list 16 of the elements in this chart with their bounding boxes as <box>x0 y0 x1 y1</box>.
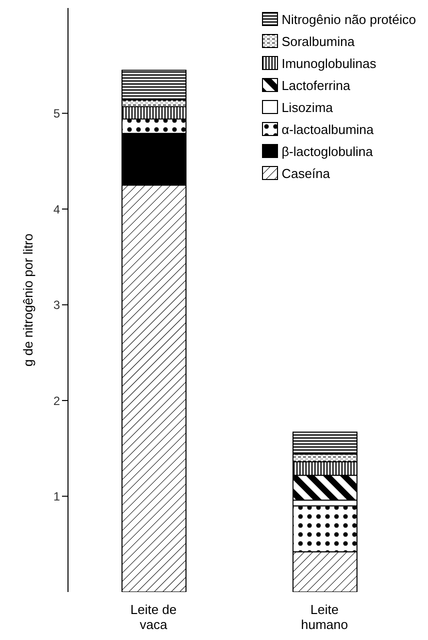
y-tick-label: 4 <box>53 202 60 216</box>
legend-label: Lisozima <box>282 100 333 114</box>
y-tick-label: 1 <box>53 490 60 504</box>
y-tick-label: 5 <box>53 106 60 121</box>
legend-label: Nitrogênio não protéico <box>282 12 416 26</box>
y-tick-label: 3 <box>53 298 60 312</box>
legend-label: β-lactoglobulina <box>282 144 373 158</box>
y-axis-title: g de nitrogênio por litro <box>20 234 36 366</box>
legend-label: Imunoglobulinas <box>282 56 376 70</box>
legend-label: Soralbumina <box>282 34 355 48</box>
x-tick-label: Leite humano <box>301 602 348 632</box>
legend-label: α-lactoalbumina <box>282 122 374 136</box>
legend-label: Lactoferrina <box>282 78 350 92</box>
y-tick-label: 2 <box>53 394 60 408</box>
legend-label: Caseína <box>282 166 330 180</box>
x-tick-label: Leite de vaca <box>130 602 177 632</box>
